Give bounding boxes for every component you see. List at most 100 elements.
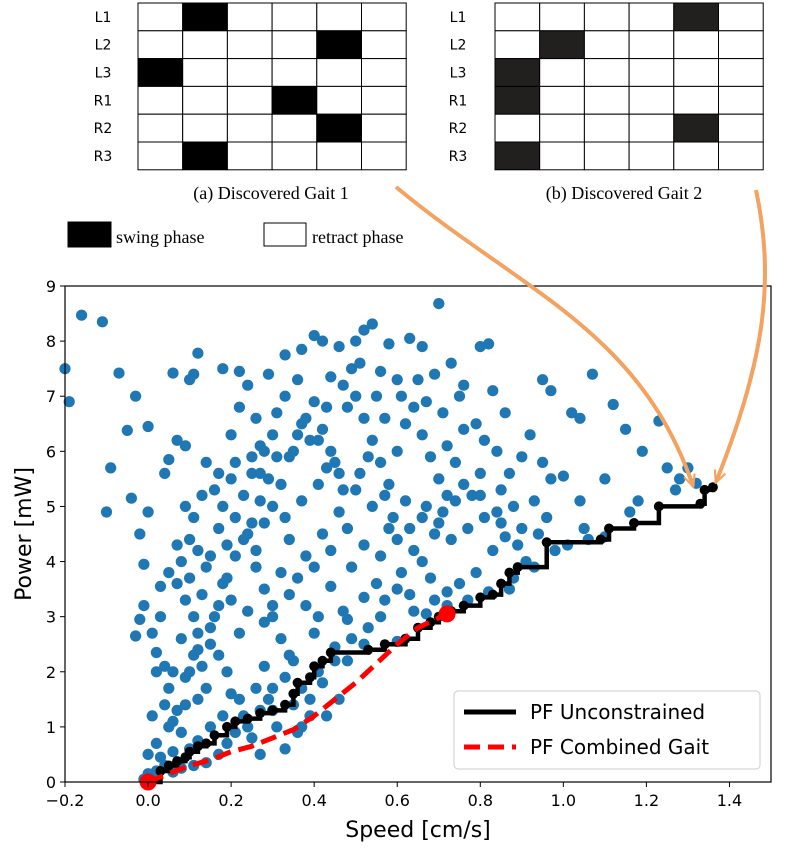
- scatter-point: [250, 544, 262, 557]
- scatter-point: [503, 467, 515, 479]
- scatter-point: [416, 429, 428, 441]
- gait-cell-swing: [494, 85, 541, 115]
- scatter-point: [337, 605, 349, 617]
- scatter-point: [578, 522, 590, 535]
- scatter-point: [316, 528, 329, 540]
- gait-cell-retract: [226, 85, 273, 115]
- gait-cell-retract: [718, 30, 764, 60]
- scatter-point: [188, 611, 200, 623]
- scatter-point: [503, 583, 515, 595]
- scatter-point: [495, 484, 507, 496]
- scatter-point: [416, 511, 428, 524]
- scatter-point: [674, 473, 686, 485]
- pf-unconstrained-point: [280, 699, 291, 710]
- scatter-point: [532, 528, 545, 540]
- scatter-point: [250, 561, 262, 573]
- gait-cell-retract: [271, 141, 318, 171]
- scatter-point: [142, 420, 154, 433]
- scatter-point: [420, 396, 432, 408]
- pf-unconstrained-point: [201, 738, 212, 749]
- gait-panel-gait-1: L1 L2 L3 R1 R2 R3: [94, 2, 407, 171]
- scatter-point: [379, 412, 391, 424]
- scatter-point: [341, 655, 353, 667]
- scatter-point: [229, 511, 241, 524]
- scatter-point: [184, 533, 196, 546]
- gait-row-label: R2: [449, 121, 468, 137]
- scatter-point: [325, 445, 337, 457]
- scatter-point: [279, 349, 291, 361]
- gait-cell-retract: [361, 113, 407, 143]
- gait-cell-retract: [628, 113, 675, 143]
- scatter-point: [379, 594, 391, 606]
- gait-cell-retract: [718, 141, 764, 171]
- scatter-point: [271, 451, 283, 463]
- scatter-point: [566, 407, 578, 419]
- scatter-point: [346, 561, 358, 573]
- y-tick-label: 0: [46, 773, 56, 792]
- gait-row-label: L3: [450, 66, 467, 82]
- y-tick-label: 2: [46, 663, 56, 682]
- scatter-point: [138, 558, 150, 570]
- gait-cell-retract: [494, 2, 541, 32]
- scatter-point: [76, 309, 88, 321]
- scatter-point: [304, 693, 316, 705]
- x-tick-label: 0.0: [135, 791, 160, 810]
- scatter-point: [96, 316, 108, 328]
- gait-cell-retract: [718, 113, 764, 143]
- scatter-point: [321, 462, 333, 474]
- scatter-point: [537, 456, 549, 468]
- scatter-point: [208, 611, 221, 623]
- scatter-point: [607, 398, 619, 411]
- gait-cell-swing: [137, 58, 184, 87]
- scatter-point: [420, 608, 432, 620]
- scatter-point: [325, 580, 337, 593]
- scatter-point: [358, 412, 370, 424]
- pf-unconstrained-point: [209, 730, 220, 741]
- scatter-point: [254, 467, 266, 479]
- scatter-point: [63, 396, 75, 408]
- scatter-point: [296, 418, 308, 430]
- scatter-point: [192, 644, 204, 656]
- scatter-point: [213, 467, 225, 479]
- arrow-gait-1-to-front: [394, 185, 693, 486]
- scatter-point: [545, 473, 557, 485]
- gait-cell-swing: [182, 141, 228, 171]
- scatter-point: [441, 440, 453, 452]
- scatter-point: [130, 630, 142, 642]
- scatter-point: [208, 484, 221, 496]
- scatter-point: [254, 495, 266, 507]
- scatter-point: [175, 633, 187, 645]
- scatter-point: [271, 721, 283, 733]
- scatter-point: [142, 748, 154, 761]
- gait-row-label: L2: [450, 38, 467, 54]
- scatter-point: [466, 489, 478, 501]
- scatter-point: [391, 445, 403, 457]
- scatter-point: [275, 567, 287, 579]
- gait-cell-retract: [628, 30, 675, 60]
- pf-combined-endpoint: [438, 605, 456, 623]
- scatter-point: [213, 649, 225, 661]
- pf-unconstrained-point: [629, 518, 639, 528]
- gait-cell-swing: [673, 2, 719, 32]
- gait-cell-retract: [226, 2, 273, 32]
- scatter-point: [429, 528, 441, 540]
- gait-cell-retract: [271, 113, 318, 143]
- scatter-point: [321, 401, 333, 413]
- scatter-point: [300, 600, 312, 612]
- scatter-point: [179, 594, 191, 606]
- scatter-point: [279, 511, 291, 524]
- scatter-point: [262, 473, 275, 485]
- scatter-point: [283, 533, 295, 546]
- pf-unconstrained-point: [242, 713, 253, 724]
- scatter-point: [171, 578, 183, 590]
- scatter-point: [375, 611, 387, 623]
- gait-cell-retract: [628, 85, 675, 115]
- gait-cell-retract: [494, 113, 541, 143]
- scatter-point: [346, 363, 358, 375]
- scatter-point: [416, 341, 428, 353]
- chart-legend: PF Unconstrained PF Combined Gait: [453, 690, 761, 770]
- gait-cell-swing: [539, 30, 585, 60]
- scatter-point: [292, 572, 304, 584]
- scatter-point: [150, 737, 162, 750]
- scatter-point: [163, 567, 175, 579]
